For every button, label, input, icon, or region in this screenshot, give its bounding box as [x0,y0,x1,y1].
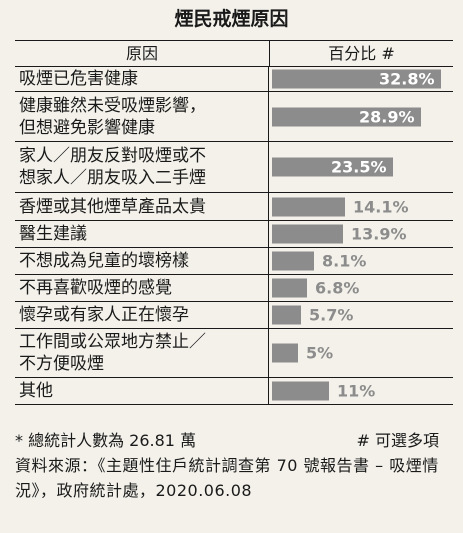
bar [272,343,298,363]
reason-line: 不想成為兒童的壞榜樣 [19,251,189,271]
bar-cell: 28.9% [269,92,453,141]
bar-value-label: 14.1% [353,197,409,216]
bar-value-label: 5% [306,343,334,363]
reason-line: 工作間或公眾地方禁止／ [19,332,206,352]
header-percent: 百分比 # [328,44,395,63]
reason-label: 工作間或公眾地方禁止／ 不方便吸煙 [15,329,269,377]
bar [272,305,301,325]
reason-label: 不再喜歡吸煙的感覺 [15,275,269,301]
reason-label: 其他 [15,378,269,404]
reason-line: 其他 [19,381,53,401]
table-row: 家人／朋友反對吸煙或不 想家人／朋友吸入二手煙 23.5% [15,142,453,193]
header-reason: 原因 [15,41,270,66]
bar-value-label: 13.9% [351,224,407,244]
table-row: 不想成為兒童的壞榜樣 8.1% [15,248,453,275]
table-row: 不再喜歡吸煙的感覺 6.8% [15,275,453,302]
bar-cell: 5% [269,329,453,377]
bar [272,107,421,126]
reason-line: 醫生建議 [19,224,87,244]
bar [272,381,329,401]
footnote-total: * 總統計人數為 26.81 萬 [15,431,197,450]
bar-value-label: 8.1% [322,251,367,271]
table-row: 其他 11% [15,378,453,404]
bar-value-label: 6.8% [315,278,360,298]
reason-label: 不想成為兒童的壞榜樣 [15,248,269,274]
footnote-multi: # 可選多項 [356,431,440,450]
footer: * 總統計人數為 26.81 萬 # 可選多項 資料來源：《主題性住戶統計調查第… [15,428,451,503]
table-row: 醫生建議 13.9% [15,221,453,248]
reason-line: 家人／朋友反對吸煙或不 [19,146,206,166]
reason-line: 想家人／朋友吸入二手煙 [19,168,206,188]
table-row: 吸煙已危害健康 32.8% [15,67,453,92]
bar [272,251,314,271]
reason-line: 香煙或其他煙草產品太貴 [19,196,206,217]
bar [272,224,343,244]
chart-title: 煙民戒煙原因 [174,8,289,30]
bar-cell: 8.1% [269,248,453,274]
reason-line: 健康雖然未受吸煙影響， [19,95,206,116]
reason-label: 醫生建議 [15,221,269,247]
bar [272,157,393,177]
reason-line: 不再喜歡吸煙的感覺 [19,278,172,298]
bar-cell: 23.5% [269,142,453,192]
bar-cell: 13.9% [269,221,453,247]
table-body: 吸煙已危害健康 32.8% 健康雖然未受吸煙影響， 但想避免影響健康 28.9% 家人／朋… [15,67,453,404]
table-row: 工作間或公眾地方禁止／ 不方便吸煙 5% [15,329,453,378]
bar-cell: 6.8% [269,275,453,301]
table-header: 原因 百分比 # [15,41,453,67]
reason-label: 家人／朋友反對吸煙或不 想家人／朋友吸入二手煙 [15,142,269,192]
bar-value-label: 23.5% [331,157,387,177]
reason-label: 懷孕或有家人正在懷孕 [15,302,269,328]
table-row: 健康雖然未受吸煙影響， 但想避免影響健康 28.9% [15,92,453,142]
bar-value-label: 28.9% [359,107,415,126]
reason-line: 懷孕或有家人正在懷孕 [19,305,189,325]
bar-cell: 32.8% [269,67,453,91]
bar-cell: 14.1% [269,193,453,220]
reason-line: 不方便吸煙 [19,354,104,374]
bar [272,69,441,89]
bar-value-label: 5.7% [309,305,354,325]
bar-cell: 11% [269,378,453,404]
bar [272,197,345,216]
bar-value-label: 32.8% [379,69,435,89]
reasons-table: 原因 百分比 # 吸煙已危害健康 32.8% 健康雖然未受吸煙影響， 但想避免影響健康… [15,40,453,405]
footnote-source: 資料來源：《主題性住戶統計調查第 70 號報告書 – 吸煙情況》，政府統計處，2… [15,456,439,500]
reason-line: 但想避免影響健康 [19,117,155,138]
reason-label: 香煙或其他煙草產品太貴 [15,193,269,220]
bar-cell: 5.7% [269,302,453,328]
table-row: 香煙或其他煙草產品太貴 14.1% [15,193,453,221]
table-row: 懷孕或有家人正在懷孕 5.7% [15,302,453,329]
reason-line: 吸煙已危害健康 [19,69,138,89]
reason-label: 吸煙已危害健康 [15,67,269,91]
bar [272,278,307,298]
reason-label: 健康雖然未受吸煙影響， 但想避免影響健康 [15,92,269,141]
bar-value-label: 11% [337,381,376,401]
